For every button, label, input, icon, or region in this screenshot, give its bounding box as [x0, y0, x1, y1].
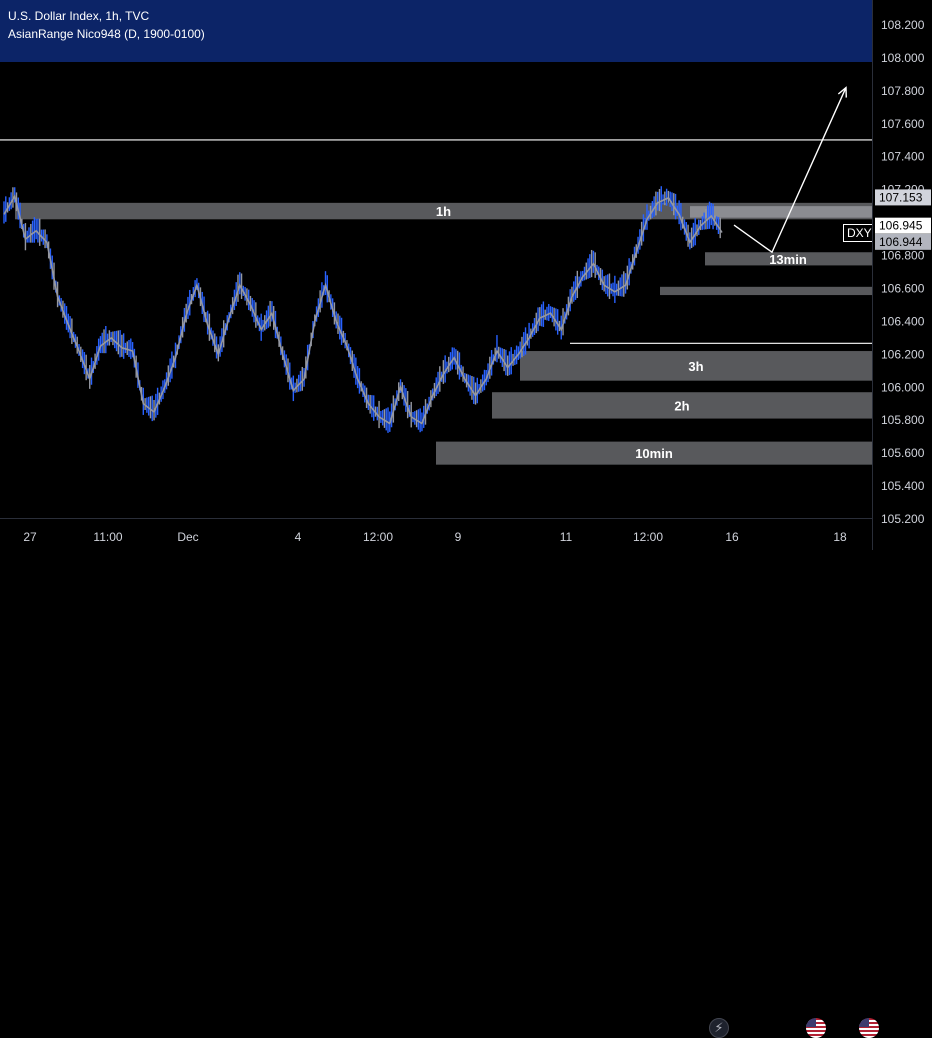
- price-axis[interactable]: 108.200108.000107.800107.600107.400107.2…: [872, 0, 932, 550]
- price-tag-label: 107.153: [879, 190, 923, 204]
- price-tick-label: 107.400: [881, 150, 925, 164]
- price-tick-label: 106.200: [881, 347, 925, 361]
- price-tick-label: 105.200: [881, 512, 925, 526]
- price-tag: [875, 189, 931, 206]
- price-axis-ticks: 108.200108.000107.800107.600107.400107.2…: [875, 18, 931, 526]
- price-tick-label: 106.600: [881, 281, 925, 295]
- time-axis-ticks: 27 11:00 Dec 4 12:00 9 11 12:00 16 18: [23, 530, 847, 544]
- time-tick-label: 9: [455, 530, 462, 544]
- price-tag-label: 106.944: [879, 235, 923, 249]
- time-tick-label: 4: [295, 530, 302, 544]
- time-tick-label: 27: [23, 530, 37, 544]
- price-chart[interactable]: 1h 13min 3h 2h 10min: [0, 0, 872, 518]
- price-tag: [875, 217, 931, 234]
- price-level-tag-label: 106.267: [879, 336, 923, 350]
- us-flag-icon[interactable]: [806, 1018, 826, 1038]
- price-tick-label: 105.400: [881, 479, 925, 493]
- price-tick-label: 108.000: [881, 51, 925, 65]
- zone-label: 3h: [688, 359, 703, 374]
- order-block-zone: [492, 392, 872, 419]
- price-tick-label: 105.600: [881, 446, 925, 460]
- time-tick-label: 12:00: [363, 530, 393, 544]
- time-axis[interactable]: 27 11:00 Dec 4 12:00 9 11 12:00 16 18 ⚡: [0, 518, 879, 1038]
- order-block-zone: [705, 252, 872, 266]
- time-tick-label: Dec: [177, 530, 198, 544]
- zone-label: 10min: [635, 446, 673, 461]
- price-tick-label: 107.600: [881, 117, 925, 131]
- price-tick-label: 106.000: [881, 380, 925, 394]
- price-series-line: [3, 194, 723, 425]
- order-block-zone: [520, 351, 872, 381]
- lightning-icon[interactable]: ⚡: [709, 1018, 729, 1038]
- zone-label: 13min: [769, 252, 807, 267]
- zone-label: 1h: [436, 204, 451, 219]
- price-tick-label: 106.400: [881, 314, 925, 328]
- price-tag-label: 106.945: [879, 219, 923, 233]
- time-tick-label: 12:00: [633, 530, 663, 544]
- indicator-title[interactable]: AsianRange Nico948 (D, 1900-0100): [8, 27, 205, 41]
- chart-plot-area[interactable]: 1h 13min 3h 2h 10min U.S. Dollar Index, 1h, …: [0, 0, 872, 518]
- order-block-zone: [436, 441, 872, 465]
- asian-range-banner: [0, 0, 872, 62]
- time-tick-label: 16: [725, 530, 739, 544]
- price-level-tag-label: 107.502: [879, 133, 923, 147]
- symbol-price-label: DXY: [843, 224, 872, 242]
- order-block-zone: [660, 286, 872, 296]
- order-block-zone: [690, 206, 872, 218]
- symbol-title[interactable]: U.S. Dollar Index, 1h, TVC: [8, 9, 150, 23]
- price-tick-label: 106.800: [881, 249, 925, 263]
- projection-path-line: [733, 87, 847, 254]
- us-flag-icon[interactable]: [859, 1018, 879, 1038]
- projection-arrowhead: [837, 86, 847, 98]
- price-tick-label: 108.200: [881, 18, 925, 32]
- time-tick-label: 11:00: [93, 530, 122, 544]
- zone-label: 2h: [674, 398, 689, 413]
- time-tick-label: 11: [560, 530, 573, 544]
- price-tick-label: 105.800: [881, 413, 925, 427]
- time-tick-label: 18: [833, 530, 847, 544]
- price-tag: [875, 233, 931, 250]
- price-tick-label: 107.800: [881, 84, 925, 98]
